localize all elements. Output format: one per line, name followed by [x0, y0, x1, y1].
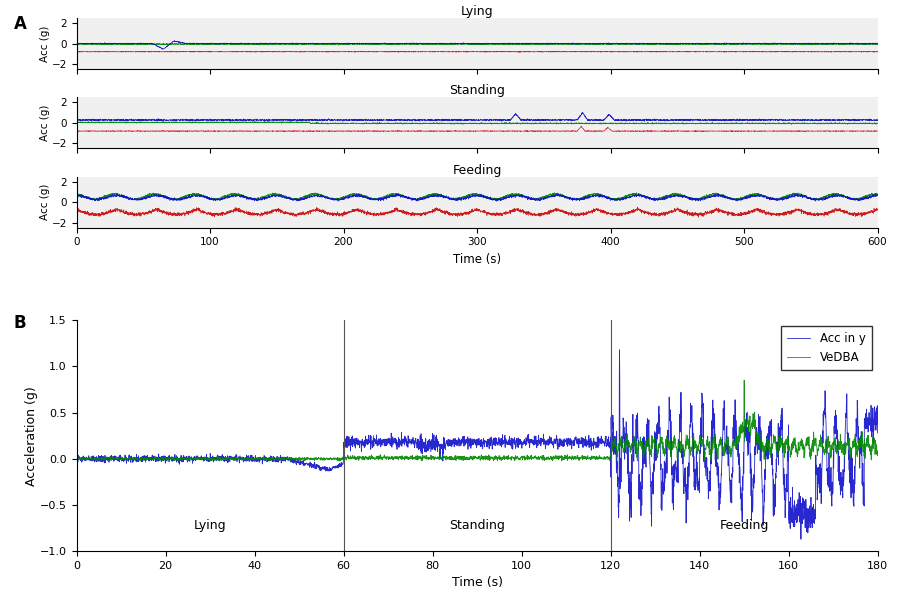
- Text: A: A: [14, 15, 26, 33]
- X-axis label: Time (s): Time (s): [452, 576, 502, 589]
- VeDBA: [295, 455, 306, 462]
- Text: Feeding: Feeding: [719, 519, 769, 532]
- Y-axis label: Acc (g): Acc (g): [40, 184, 50, 220]
- VeDBA: [796, 442, 807, 449]
- Line: Acc in y: Acc in y: [76, 350, 878, 539]
- Text: B: B: [14, 314, 26, 332]
- VeDBA: [243, 456, 254, 463]
- Acc in y: [614, 346, 625, 353]
- VeDBA: [71, 455, 82, 462]
- Acc in y: [796, 519, 807, 526]
- Acc in y: [872, 402, 883, 409]
- Acc in y: [570, 434, 580, 441]
- Title: Lying: Lying: [461, 5, 493, 18]
- Y-axis label: Acc (g): Acc (g): [40, 25, 50, 62]
- VeDBA: [570, 454, 580, 461]
- VeDBA: [555, 454, 566, 461]
- VeDBA: [872, 447, 883, 454]
- Acc in y: [555, 435, 566, 443]
- Text: Lying: Lying: [194, 519, 226, 532]
- Title: Standing: Standing: [449, 84, 505, 97]
- Acc in y: [295, 458, 306, 465]
- Acc in y: [872, 429, 883, 437]
- Text: Standing: Standing: [449, 519, 505, 532]
- Acc in y: [71, 456, 82, 463]
- VeDBA: [872, 452, 883, 459]
- Acc in y: [796, 536, 806, 543]
- X-axis label: Time (s): Time (s): [453, 253, 501, 266]
- VeDBA: [300, 458, 310, 465]
- Y-axis label: Acceleration (g): Acceleration (g): [25, 386, 39, 486]
- Line: VeDBA: VeDBA: [76, 380, 878, 461]
- Acc in y: [243, 455, 254, 462]
- Legend: Acc in y, VeDBA: Acc in y, VeDBA: [781, 326, 871, 370]
- Title: Feeding: Feeding: [453, 164, 501, 177]
- Y-axis label: Acc (g): Acc (g): [40, 105, 50, 141]
- VeDBA: [739, 377, 750, 384]
